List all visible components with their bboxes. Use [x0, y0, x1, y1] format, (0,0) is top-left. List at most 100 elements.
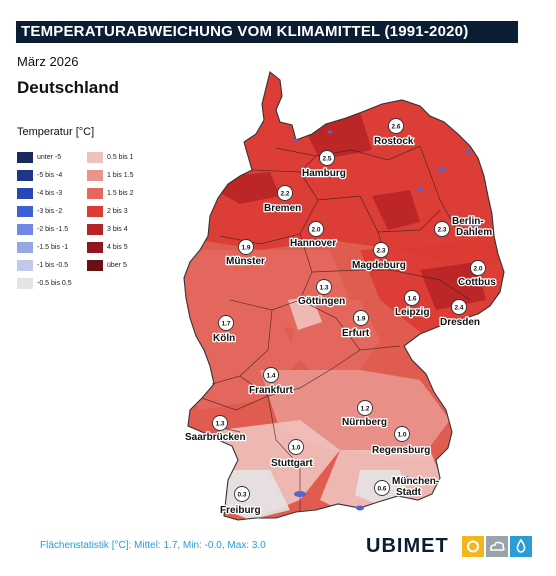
legend-label: unter -5: [37, 154, 62, 161]
legend-label: 2 bis 3: [107, 208, 128, 215]
legend-swatch: [17, 242, 33, 253]
city-label: Stuttgart: [271, 458, 313, 469]
legend-swatch: [87, 224, 103, 235]
legend-swatch: [87, 188, 103, 199]
legend-swatch: [17, 188, 33, 199]
city-label-line1: München-: [392, 476, 439, 487]
city-label: Erfurt: [342, 328, 370, 339]
legend-label: 4 bis 5: [107, 244, 128, 251]
city-label-halo: Regensburg: [372, 445, 430, 456]
city-label-halo: Köln: [213, 333, 235, 344]
lake: [465, 150, 471, 154]
sun-icon: [462, 536, 484, 557]
city-label-halo: Freiburg: [220, 505, 261, 516]
value-text: 0.3: [237, 491, 246, 498]
value-badge: [388, 118, 404, 134]
value-text: 2.3: [437, 226, 446, 233]
city-label: Leipzig: [395, 307, 429, 318]
city-label: Göttingen: [298, 296, 345, 307]
legend-swatch: [87, 152, 103, 163]
value-text: 1.3: [319, 284, 328, 291]
legend-label: -1 bis -0.5: [37, 262, 69, 269]
value-badge: [319, 150, 335, 166]
legend-label: -1.5 bis -1: [37, 244, 69, 251]
city-label-halo: Erfurt: [342, 328, 370, 339]
drop-icon: [510, 536, 532, 557]
value-text: 2.3: [376, 247, 385, 254]
legend-title: Temperatur [°C]: [17, 126, 95, 138]
area-statistics: Flächenstatistik [°C]: Mittel: 1.7, Min:…: [40, 540, 266, 551]
city-label: Bremen: [264, 203, 301, 214]
value-text: 1.2: [360, 405, 369, 412]
city-label-halo: Saarbrücken: [185, 432, 246, 443]
state-border: [267, 395, 301, 512]
value-text: 2.6: [391, 123, 400, 130]
city-label-halo: Hamburg: [302, 168, 346, 179]
value-badge: [353, 310, 369, 326]
germany-border: [183, 71, 505, 521]
value-badge: [394, 426, 410, 442]
legend-label: 3 bis 4: [107, 226, 128, 233]
value-text: 2.0: [311, 226, 320, 233]
legend-swatch: [17, 260, 33, 271]
legend-swatch: [87, 206, 103, 217]
value-text: 1.0: [291, 444, 300, 451]
value-badge: [288, 439, 304, 455]
legend: unter -5 -5 bis -4 -4 bis -3 -3 bis -2 -2 bi…: [17, 152, 157, 292]
anomaly-zones: [184, 72, 504, 520]
legend-label: 1.5 bis 2: [107, 190, 134, 197]
city-label-halo: Göttingen: [298, 296, 345, 307]
lake: [473, 224, 479, 228]
lake: [417, 188, 423, 192]
legend-swatch: [17, 170, 33, 181]
legend-label: -3 bis -2: [37, 208, 63, 215]
city-label-halo: Stuttgart: [271, 458, 313, 469]
lake: [438, 168, 446, 172]
legend-swatch: [87, 170, 103, 181]
lake: [294, 491, 306, 497]
value-text: 2.2: [280, 190, 289, 197]
city-label: Saarbrücken: [185, 432, 246, 443]
city-label: Cottbus: [458, 277, 496, 288]
value-badge: [404, 290, 420, 306]
value-badge: [234, 486, 250, 502]
lake: [294, 138, 298, 142]
value-text: 1.3: [215, 420, 224, 427]
state-border: [239, 349, 361, 397]
city-label-halo: München-: [392, 476, 439, 487]
legend-label: -2 bis -1.5: [37, 226, 69, 233]
state-border: [211, 309, 273, 385]
value-badge: [357, 400, 373, 416]
value-badge: [212, 415, 228, 431]
city-label-halo: Dahlem: [456, 227, 492, 238]
state-border: [275, 145, 421, 161]
value-badge: [238, 239, 254, 255]
value-badge: [218, 315, 234, 331]
city-label: Freiburg: [220, 505, 261, 516]
anomaly-zone: [288, 296, 322, 330]
city-label: Hamburg: [302, 168, 346, 179]
value-text: 0.6: [377, 485, 386, 492]
anomaly-zone: [225, 470, 290, 520]
value-text: 1.0: [397, 431, 406, 438]
legend-label: -4 bis -3: [37, 190, 63, 197]
city-label-halo: Bremen: [264, 203, 301, 214]
city-label-halo: Magdeburg: [352, 260, 406, 271]
value-badge: [470, 260, 486, 276]
city-label-halo: Cottbus: [458, 277, 496, 288]
legend-swatch: [87, 242, 103, 253]
